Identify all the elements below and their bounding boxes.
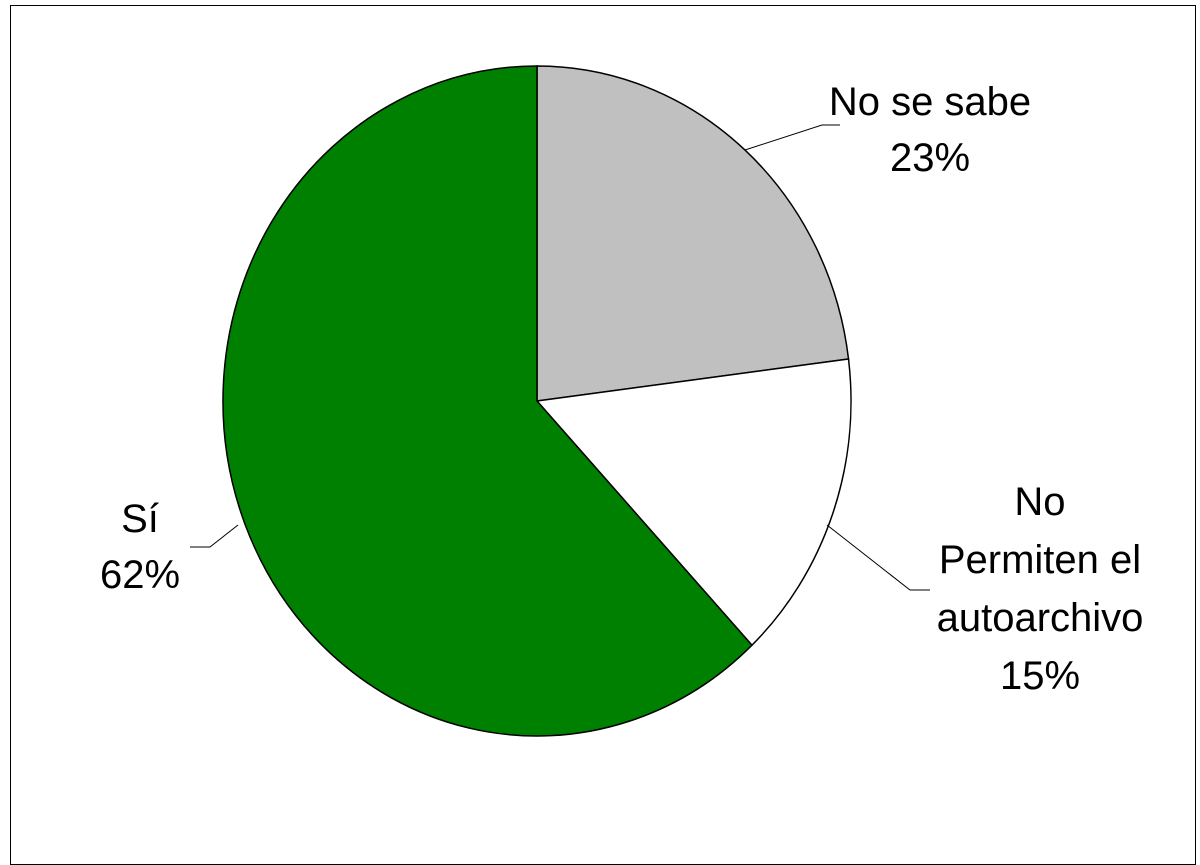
slice-value-label: 15% — [1000, 654, 1080, 698]
pie-slice-no-permiten — [535, 358, 852, 647]
pie-slice-si — [222, 65, 753, 737]
slice-name-label: No — [1014, 480, 1065, 524]
slice-name-label: Sí — [121, 497, 159, 541]
slice-name-label: Permiten el — [939, 538, 1141, 582]
slice-name-label: No se sabe — [829, 80, 1031, 124]
leader-line-no-permiten — [826, 524, 930, 591]
slice-value-label: 62% — [100, 553, 180, 597]
slice-name-label: autoarchivo — [937, 596, 1144, 640]
slice-value-label: 23% — [890, 136, 970, 180]
slice-label-no-permiten: No Permiten el autoarchivo 15% — [937, 480, 1144, 698]
leader-line-no-se-sabe — [744, 124, 840, 151]
leader-line-si — [190, 524, 239, 548]
slice-label-no-se-sabe: No se sabe 23% — [829, 80, 1031, 180]
slice-label-si: Sí 62% — [100, 497, 180, 597]
pie-slice-no-se-sabe — [536, 65, 850, 402]
